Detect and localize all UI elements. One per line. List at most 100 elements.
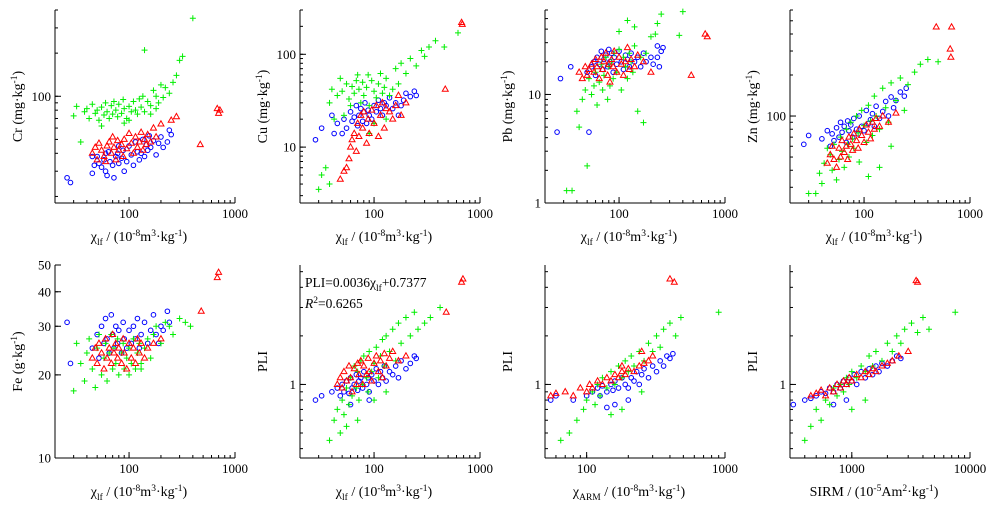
data-point-triangle xyxy=(345,361,353,369)
data-point-circle xyxy=(102,315,109,322)
data-point-circle xyxy=(631,378,637,384)
data-point-plus xyxy=(102,99,109,106)
x-label-subscript: lf xyxy=(587,237,594,248)
data-point-triangle xyxy=(825,383,834,391)
data-point-circle xyxy=(89,153,96,160)
data-point-plus xyxy=(826,401,833,408)
x-label-unit: ·kg xyxy=(401,485,420,500)
data-point-plus xyxy=(170,331,177,338)
data-point-triangle xyxy=(143,130,152,138)
data-point-circle xyxy=(334,120,341,127)
data-point-triangle xyxy=(352,380,361,387)
data-point-triangle xyxy=(595,74,604,82)
data-point-plus xyxy=(162,84,169,91)
data-point-circle xyxy=(115,327,122,334)
x-label-superscript: 3 xyxy=(396,484,401,494)
data-point-circle xyxy=(801,397,808,403)
data-point-circle xyxy=(641,366,647,372)
data-point-circle xyxy=(808,395,814,402)
data-point-plus xyxy=(608,368,615,375)
data-point-triangle xyxy=(105,343,114,351)
data-point-circle xyxy=(888,94,894,100)
data-point-plus xyxy=(351,90,358,97)
data-point-circle xyxy=(805,132,812,139)
data-point-circle xyxy=(130,323,137,330)
data-point-plus xyxy=(569,187,576,194)
data-point-plus xyxy=(187,323,194,330)
data-point-plus xyxy=(856,158,863,165)
data-point-plus xyxy=(94,107,101,114)
data-point-circle xyxy=(395,374,402,381)
data-point-plus xyxy=(138,360,145,367)
data-point-triangle xyxy=(394,356,403,364)
data-point-triangle xyxy=(583,71,592,78)
x-label-superscript: 3 xyxy=(641,229,646,239)
data-point-plus xyxy=(862,397,869,404)
data-point-plus xyxy=(363,84,370,91)
x-tick-label: 1000 xyxy=(222,206,248,221)
data-point-circle xyxy=(120,319,126,326)
data-point-plus xyxy=(126,371,133,378)
data-point-triangle xyxy=(114,343,123,351)
data-point-triangle xyxy=(845,373,854,381)
data-point-plus xyxy=(115,101,122,108)
data-point-plus xyxy=(631,42,638,49)
data-point-plus xyxy=(104,378,111,385)
x-axis-label: χlf / (10-8m3·kg-1) xyxy=(90,484,188,503)
data-point-plus xyxy=(634,108,641,115)
data-point-triangle xyxy=(576,383,585,391)
x-label-superscript: 3 xyxy=(886,229,891,239)
x-label-end: ) xyxy=(183,485,188,500)
data-point-triangle xyxy=(172,112,181,120)
data-point-triangle xyxy=(847,376,856,384)
data-point-plus xyxy=(383,116,390,123)
x-tick-label: 1000 xyxy=(467,206,493,221)
data-point-triangle xyxy=(828,141,837,149)
data-point-plus xyxy=(153,105,160,112)
data-point-triangle xyxy=(457,277,466,285)
data-point-triangle xyxy=(875,122,884,129)
data-point-plus xyxy=(166,90,173,97)
data-point-plus xyxy=(375,80,382,87)
data-point-plus xyxy=(189,15,196,22)
data-point-triangle xyxy=(364,114,373,122)
panel-8: 1000 10000 1 SIRM / (10-5Am2·kg-1) PLI xyxy=(746,265,986,500)
data-point-circle xyxy=(121,168,128,175)
data-point-plus xyxy=(100,112,107,119)
data-point-plus xyxy=(328,86,335,93)
data-point-circle xyxy=(660,44,666,51)
data-point-plus xyxy=(106,350,113,357)
data-point-plus xyxy=(876,126,883,133)
data-point-plus xyxy=(585,75,592,82)
data-point-plus xyxy=(872,348,879,355)
data-point-plus xyxy=(573,417,580,424)
x-label-unit: m xyxy=(638,485,649,500)
data-point-triangle xyxy=(575,67,583,75)
y-tick-label: 1 xyxy=(780,377,787,392)
regression-equation: PLI=0.0036χlf+0.7377 xyxy=(305,275,427,294)
y-label-text: Cr (mg xyxy=(11,102,26,142)
data-point-plus xyxy=(592,401,599,408)
data-point-triangle xyxy=(701,29,710,37)
data-point-triangle xyxy=(826,150,835,158)
data-point-plus xyxy=(645,340,652,347)
data-point-plus xyxy=(92,384,99,391)
y-label-text: Cu (mg xyxy=(256,101,271,143)
y-label-unit: kg xyxy=(11,83,26,97)
series-triangle xyxy=(806,276,922,399)
data-point-circle xyxy=(801,141,807,148)
data-point-triangle xyxy=(103,353,111,361)
series-plus xyxy=(70,315,194,394)
data-point-plus xyxy=(368,77,375,84)
data-point-plus xyxy=(425,43,432,50)
x-label-unit: ·kg xyxy=(654,485,673,500)
data-point-triangle xyxy=(603,373,611,381)
data-point-triangle xyxy=(585,65,593,72)
data-point-triangle xyxy=(119,334,128,342)
data-point-plus xyxy=(911,69,918,76)
x-axis-label: SIRM / (10-5Am2·kg-1) xyxy=(810,484,939,500)
data-point-plus xyxy=(359,79,366,86)
x-label-end: ) xyxy=(428,485,433,500)
data-point-plus xyxy=(897,340,904,347)
data-point-plus xyxy=(150,331,157,338)
